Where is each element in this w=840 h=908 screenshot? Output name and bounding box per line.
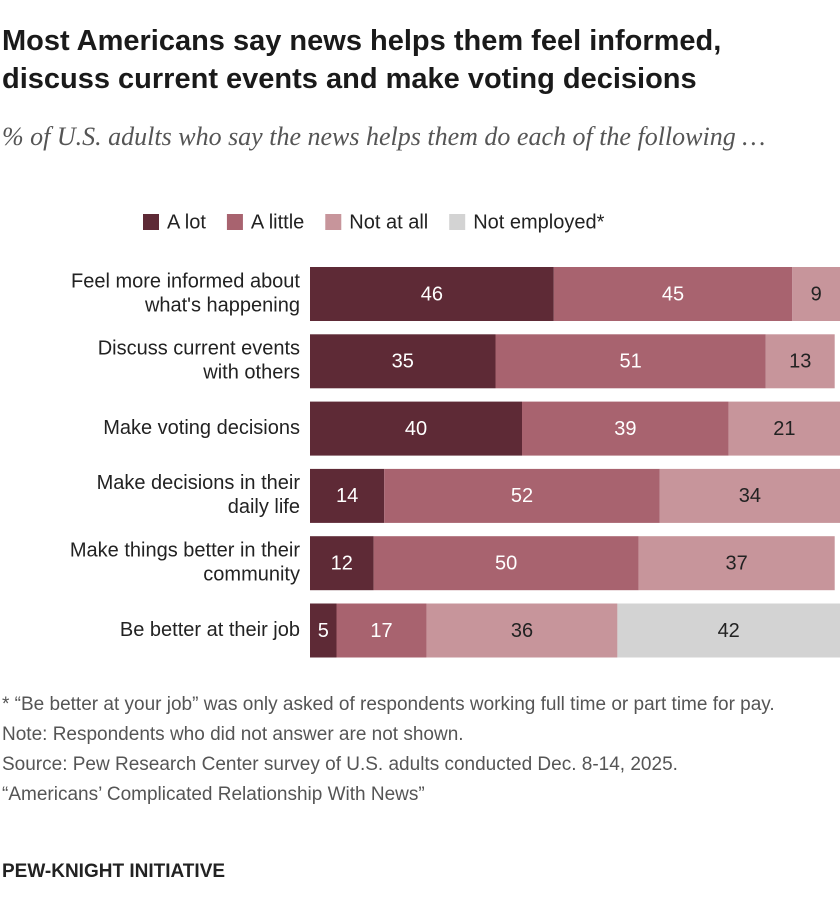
legend-label: Not employed* [473,211,604,233]
category-label: what's happening [144,294,300,316]
bar-segment [310,468,385,523]
bar-segment [617,603,840,658]
category-label: Feel more informed about [71,270,300,292]
value-label: 12 [331,552,353,574]
bar-segment [792,267,840,321]
category-label: Make things better in their [70,539,300,561]
note: “Americans’ Complicated Relationship Wit… [2,784,425,805]
value-label: 39 [614,418,636,440]
value-label: 14 [336,485,358,507]
bar-segment [728,401,840,456]
note: * “Be better at your job” was only asked… [2,694,775,715]
bar-segment [310,267,554,321]
value-label: 40 [405,418,427,440]
category-label: Discuss current events [98,338,300,360]
bar-segment [310,334,496,389]
legend-swatch [143,214,159,230]
note: Source: Pew Research Center survey of U.… [2,754,678,775]
legend-label: Not at all [349,211,428,233]
legend-swatch [449,214,466,230]
notes: * “Be better at your job” was only asked… [2,690,832,810]
bar-segment [384,468,660,523]
value-label: 46 [421,283,443,305]
category-label: Make decisions in their [97,472,301,494]
category-label: Be better at their job [120,619,300,641]
value-label: 50 [495,552,517,574]
value-label: 37 [726,552,748,574]
value-label: 21 [773,418,795,440]
value-label: 5 [318,620,329,642]
bar-segment [336,603,427,658]
value-label: 13 [789,351,811,373]
note: Note: Respondents who did not answer are… [2,724,464,745]
bar-segment [522,401,729,456]
bar-segment [310,401,522,456]
chart-subtitle: % of U.S. adults who say the news helps … [2,122,766,151]
bar-segment [426,603,618,658]
value-label: 52 [511,485,533,507]
category-label: daily life [228,496,300,518]
bar-segment [310,603,337,658]
bar-segment [638,536,835,591]
bar-segment [659,468,840,523]
chart: A lot A little Not at all Not employed* Feel… [70,211,840,658]
legend-swatch [226,214,243,230]
bar-segment [310,536,374,591]
category-label: community [203,563,300,585]
bar-segment [373,536,639,591]
value-label: 45 [662,283,684,305]
chart-title: Most Americans say news helps them feel … [2,25,722,95]
value-label: 34 [739,485,761,507]
value-label: 9 [811,283,822,305]
value-label: 51 [620,351,642,373]
bar-segment [765,334,835,389]
value-label: 36 [511,620,533,642]
legend-label: A little [251,211,304,233]
brand: PEW-KNIGHT INITIATIVE [2,861,226,882]
legend-swatch [325,214,342,230]
category-label: Make voting decisions [103,417,300,439]
legend-label: A lot [167,211,206,233]
category-label: with others [202,362,300,384]
value-label: 17 [370,620,392,642]
bar-segment [495,334,766,389]
value-label: 35 [392,351,414,373]
bar-segment [553,267,793,321]
value-label: 42 [718,620,740,642]
